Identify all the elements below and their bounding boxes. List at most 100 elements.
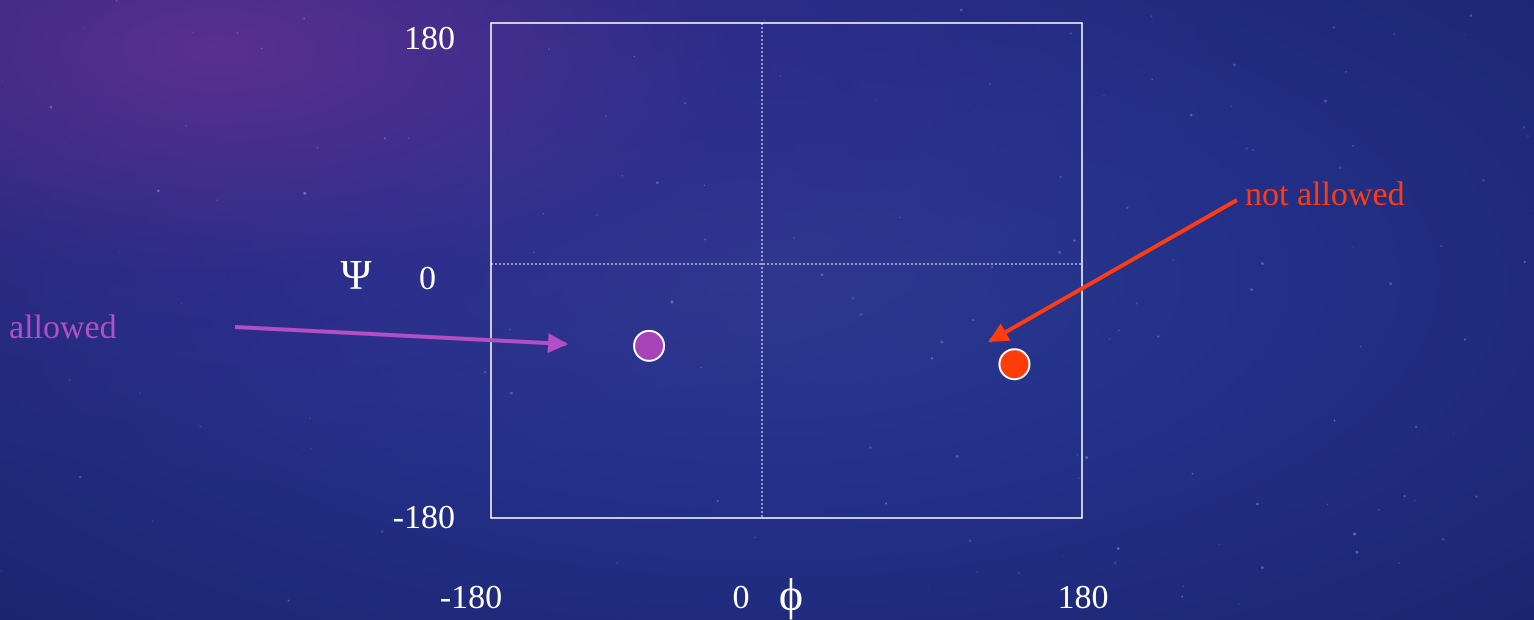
star-dot [1135, 302, 1139, 305]
star-dot [633, 194, 635, 196]
star-dot [820, 273, 824, 277]
star-dot [703, 184, 706, 186]
star-dot [236, 31, 239, 34]
star-dot [884, 502, 888, 505]
star-dot [309, 417, 311, 420]
star-dot [1058, 250, 1061, 254]
star-dot [287, 599, 290, 602]
star-dot [1352, 144, 1354, 147]
star-dot [64, 143, 66, 145]
star-dot [1378, 508, 1380, 511]
star-dot [303, 17, 306, 20]
star-dot [115, 0, 118, 3]
star-dot [1452, 433, 1454, 435]
y-tick-label: 180 [404, 20, 455, 57]
star-dot [1393, 33, 1396, 35]
star-dot [1103, 95, 1105, 97]
star-dot [1398, 562, 1400, 565]
star-dot [532, 251, 535, 254]
star-dot [1252, 149, 1254, 151]
star-dot [851, 296, 855, 300]
star-dot [1260, 566, 1264, 569]
star-dot [509, 328, 512, 331]
star-dot [1523, 260, 1526, 264]
star-dot [1440, 244, 1443, 248]
star-dot [1414, 500, 1416, 502]
star-dot [1469, 14, 1473, 17]
star-dot [633, 55, 635, 58]
star-dot [596, 214, 598, 217]
star-dot [1118, 329, 1120, 332]
data-point [998, 348, 1031, 381]
star-dot [1482, 178, 1486, 182]
star-dot [899, 216, 901, 219]
star-dot [1333, 419, 1336, 422]
star-dot [1189, 113, 1193, 117]
star-dot [1232, 63, 1236, 67]
star-dot [1353, 532, 1357, 536]
star-dot [1076, 453, 1079, 456]
data-point [633, 329, 666, 362]
star-dot [1345, 71, 1347, 73]
star-dot [380, 530, 384, 533]
star-dot [684, 101, 687, 105]
star-dot [1118, 543, 1120, 545]
data-points [633, 329, 1031, 381]
star-dot [793, 237, 795, 239]
star-dot [940, 340, 944, 344]
star-dot [1078, 477, 1080, 480]
star-dot [859, 314, 861, 317]
star-dot [542, 213, 545, 215]
star-dot [779, 75, 782, 77]
star-dot [1059, 175, 1062, 179]
star-dot [930, 357, 934, 360]
star-dot [484, 371, 487, 374]
star-dot [1283, 205, 1285, 207]
star-dot [156, 189, 160, 193]
y-tick-label: -180 [393, 499, 455, 536]
star-dot [216, 199, 219, 202]
star-dot [1355, 550, 1359, 554]
x-tick-label: 180 [1058, 579, 1109, 616]
star-dot [1114, 561, 1117, 565]
starfield-background [0, 0, 1529, 605]
star-dot [407, 137, 410, 139]
star-dot [716, 499, 719, 503]
star-dot [1326, 503, 1329, 505]
star-dot [621, 175, 623, 177]
star-dot [1191, 472, 1194, 475]
star-dot [869, 446, 872, 449]
star-dot [972, 319, 975, 322]
star-dot [1527, 135, 1530, 138]
star-dot [968, 539, 972, 543]
star-dot [310, 447, 312, 449]
star-dot [988, 82, 991, 85]
star-dot [1352, 246, 1354, 248]
star-dot [605, 115, 608, 118]
star-dot [1167, 170, 1169, 172]
star-dot [976, 571, 978, 573]
star-dot [1475, 495, 1478, 498]
star-dot [754, 536, 757, 539]
star-dot [260, 47, 263, 50]
star-dot [1522, 126, 1525, 129]
star-dot [1389, 282, 1392, 286]
star-dot [1011, 265, 1013, 267]
star-dot [303, 191, 307, 195]
star-dot [192, 32, 193, 33]
star-dot [1073, 239, 1076, 242]
star-dot [152, 520, 154, 522]
arrow-not-allowed [988, 198, 1238, 343]
star-dot [1110, 556, 1112, 558]
star-dot [1157, 335, 1160, 338]
star-dot [68, 379, 71, 381]
star-dot [383, 137, 386, 140]
star-dot [1339, 166, 1342, 169]
star-dot [1085, 456, 1089, 460]
x-tick-label: 0 [733, 579, 750, 616]
star-dot [1182, 585, 1185, 588]
annotation-allowed: allowed [9, 309, 117, 346]
star-dot [199, 425, 202, 428]
star-dot [83, 27, 85, 28]
